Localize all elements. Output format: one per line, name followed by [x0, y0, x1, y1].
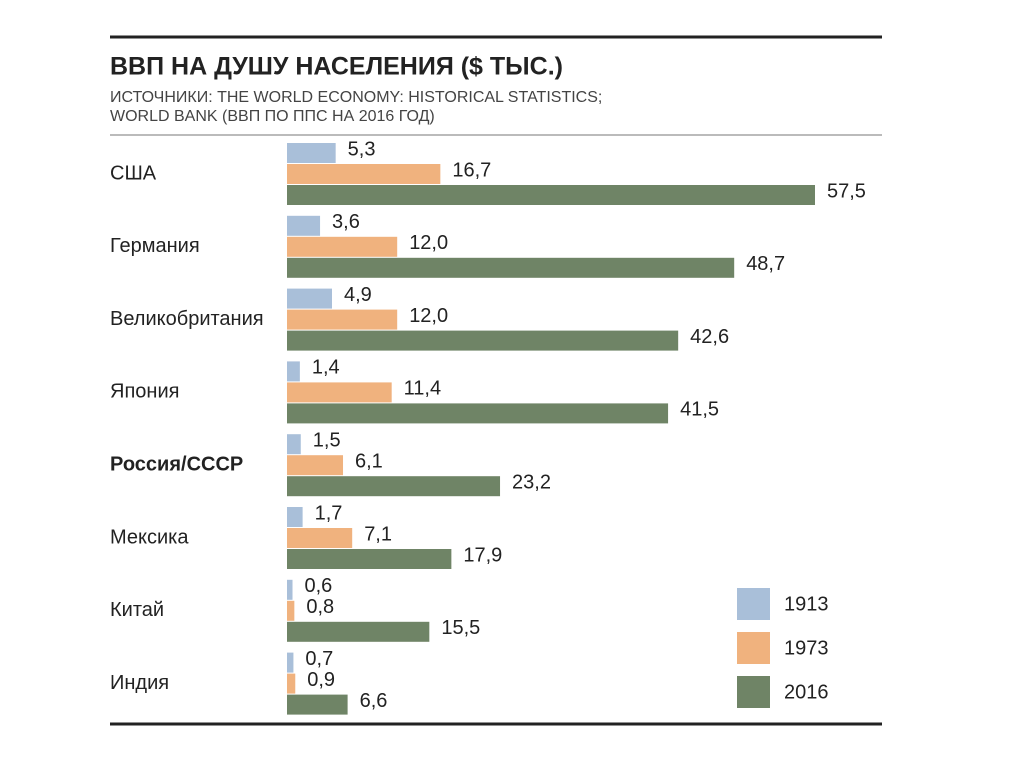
value-label: 5,3 — [348, 138, 376, 160]
category-label: Великобритания — [110, 308, 264, 330]
legend-label: 2016 — [784, 681, 829, 703]
value-label: 0,8 — [306, 596, 334, 618]
value-label: 6,1 — [355, 450, 383, 472]
bar — [287, 215, 321, 236]
bar — [287, 403, 669, 424]
bar — [287, 455, 344, 476]
bar — [287, 257, 735, 278]
bar — [287, 528, 353, 548]
value-label: 4,9 — [344, 284, 372, 306]
bar — [287, 434, 301, 455]
value-label: 6,6 — [360, 690, 388, 712]
value-label: 1,5 — [313, 429, 341, 451]
value-label: 7,1 — [364, 523, 392, 545]
bar — [287, 164, 441, 184]
chart-subtitle: WORLD BANK (ВВП ПО ППС НА 2016 ГОД) — [110, 108, 435, 125]
bar — [287, 600, 295, 621]
bar — [287, 476, 501, 497]
legend-swatch — [737, 676, 770, 708]
value-label: 0,7 — [305, 648, 333, 670]
bar — [287, 382, 392, 403]
value-label: 57,5 — [827, 180, 866, 202]
bar — [287, 652, 294, 673]
category-label: Россия/СССР — [110, 453, 243, 475]
value-label: 41,5 — [680, 399, 719, 421]
bar — [287, 694, 348, 715]
chart-title: ВВП НА ДУШУ НАСЕЛЕНИЯ ($ ТЫС.) — [110, 53, 563, 81]
bar — [287, 330, 679, 351]
legend-label: 1973 — [784, 637, 829, 659]
value-label: 1,4 — [312, 357, 340, 379]
value-label: 12,0 — [409, 305, 448, 327]
value-label: 17,9 — [463, 544, 502, 566]
legend-swatch — [737, 632, 770, 664]
chart-subtitle: ИСТОЧНИКИ: THE WORLD ECONOMY: HISTORICAL… — [110, 89, 602, 106]
value-label: 0,9 — [307, 669, 335, 691]
legend-label: 1913 — [784, 593, 829, 615]
value-label: 23,2 — [512, 471, 551, 493]
bar — [287, 288, 332, 309]
bar — [287, 579, 293, 600]
category-label: Китай — [110, 599, 164, 621]
bar — [287, 507, 303, 527]
bar — [287, 361, 300, 382]
legend-swatch — [737, 588, 770, 620]
category-label: Мексика — [110, 526, 189, 548]
value-label: 15,5 — [441, 617, 480, 639]
bar — [287, 549, 452, 569]
value-label: 48,7 — [746, 253, 785, 275]
bar — [287, 236, 398, 257]
value-label: 11,4 — [404, 378, 441, 400]
value-label: 16,7 — [452, 159, 491, 181]
category-label: Индия — [110, 672, 169, 694]
category-label: Германия — [110, 235, 200, 257]
bar — [287, 143, 336, 163]
value-label: 12,0 — [409, 232, 448, 254]
bar — [287, 673, 296, 694]
category-label: США — [110, 162, 157, 184]
bar — [287, 621, 430, 642]
category-label: Япония — [110, 381, 179, 403]
value-label: 3,6 — [332, 211, 360, 233]
bar — [287, 185, 815, 205]
value-label: 0,6 — [305, 575, 333, 597]
value-label: 42,6 — [690, 326, 729, 348]
bar — [287, 309, 398, 330]
value-label: 1,7 — [315, 502, 343, 524]
